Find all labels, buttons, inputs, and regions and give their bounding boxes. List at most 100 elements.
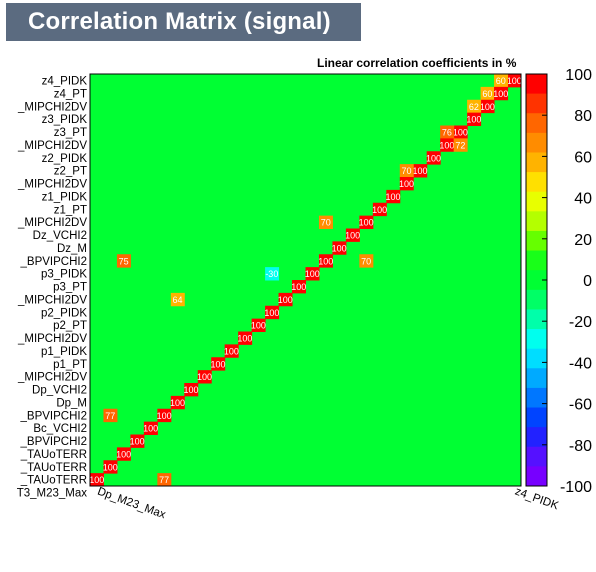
heatmap-cell bbox=[305, 267, 320, 281]
heatmap-cell bbox=[467, 99, 482, 114]
heatmap-cell bbox=[413, 164, 428, 178]
colorbar-segment bbox=[526, 74, 547, 95]
y-axis-label: z1_PIDK bbox=[42, 191, 88, 203]
y-axis-label: _TAUoTERR bbox=[20, 475, 87, 487]
cell-value: 100 bbox=[480, 102, 495, 112]
colorbar-segment bbox=[526, 152, 547, 173]
colorbar-segment bbox=[526, 407, 547, 428]
y-axis-label: _MIPCHI2DV bbox=[17, 372, 87, 384]
colorbar-tick-label: 80 bbox=[574, 108, 592, 125]
y-axis-label: z4_PIDK bbox=[42, 76, 88, 88]
heatmap-cell bbox=[292, 280, 306, 294]
cell-value: 100 bbox=[197, 372, 212, 382]
y-axis-label: _MIPCHI2DV bbox=[17, 333, 87, 345]
heatmap-cell bbox=[143, 421, 158, 435]
heatmap-cell bbox=[224, 344, 239, 358]
title-box: Correlation Matrix (signal) bbox=[6, 3, 361, 41]
colorbar-segment bbox=[526, 113, 547, 134]
heatmap-cell bbox=[130, 434, 145, 448]
colorbar-segment bbox=[526, 172, 547, 193]
y-axis-label: _MIPCHI2DV bbox=[17, 179, 87, 191]
cell-value: 100 bbox=[251, 321, 266, 331]
cell-value: 100 bbox=[372, 205, 387, 215]
y-axis-label: z4_PT bbox=[54, 88, 87, 100]
cell-value: 100 bbox=[291, 282, 306, 292]
cell-value: 100 bbox=[116, 449, 131, 459]
cell-value: 100 bbox=[89, 475, 104, 485]
y-axis-label: Dz_M bbox=[57, 243, 87, 255]
cell-value: 100 bbox=[264, 308, 279, 318]
x-axis-label: z4_PIDK bbox=[513, 486, 560, 513]
y-axis-label: p3_PT bbox=[53, 282, 87, 294]
cell-value: 100 bbox=[466, 115, 481, 125]
y-axis-label: z3_PT bbox=[54, 127, 87, 139]
heatmap-cell bbox=[116, 447, 131, 461]
heatmap-cell bbox=[90, 473, 104, 487]
colorbar-tick-label: -20 bbox=[569, 314, 592, 331]
heatmap-cell bbox=[184, 383, 199, 397]
heatmap-cell bbox=[453, 138, 468, 152]
y-axis-label: z2_PT bbox=[54, 166, 87, 178]
colorbar-segment bbox=[526, 368, 547, 389]
cell-value: 100 bbox=[170, 398, 185, 408]
heatmap-cell bbox=[251, 318, 266, 332]
colorbar-segment bbox=[526, 329, 547, 350]
heatmap-cell bbox=[480, 86, 495, 101]
heatmap-cell bbox=[278, 292, 293, 307]
heatmap-cell bbox=[318, 215, 333, 229]
y-axis-label: p3_PIDK bbox=[41, 269, 87, 281]
heatmap-cell bbox=[157, 408, 172, 423]
y-axis-label: _MIPCHI2DV bbox=[17, 140, 87, 152]
colorbar-segment bbox=[526, 230, 547, 252]
heatmap-cell bbox=[332, 241, 347, 255]
cell-value: 75 bbox=[119, 256, 129, 266]
heatmap-cell bbox=[265, 267, 280, 281]
colorbar-tick-label: 20 bbox=[574, 232, 592, 249]
colorbar-segment bbox=[526, 250, 547, 271]
cell-value: 70 bbox=[402, 166, 412, 176]
plot-frame bbox=[89, 73, 522, 487]
heatmap-cell bbox=[345, 228, 360, 242]
chart-subtitle: Linear correlation coefficients in % bbox=[317, 56, 517, 70]
y-axis-label: _MIPCHI2DV bbox=[17, 101, 87, 113]
cell-value: 100 bbox=[359, 218, 374, 228]
heatmap-cell bbox=[103, 408, 118, 423]
cell-value: 100 bbox=[184, 385, 199, 395]
heatmap-cell bbox=[399, 164, 414, 178]
colorbar-tick-label: 40 bbox=[574, 191, 592, 208]
heatmap-cell bbox=[238, 331, 253, 345]
heatmap-cell bbox=[116, 254, 131, 268]
heatmap-cell bbox=[318, 254, 333, 268]
cell-value: 77 bbox=[159, 475, 169, 485]
colorbar-tick-label: -80 bbox=[569, 438, 592, 455]
heatmap-cell bbox=[440, 125, 455, 139]
cell-value: 70 bbox=[321, 218, 331, 228]
cell-value: 100 bbox=[305, 269, 320, 279]
y-axis-label: p1_PIDK bbox=[41, 346, 87, 358]
heatmap-cell bbox=[386, 189, 401, 204]
cell-value: 100 bbox=[453, 128, 468, 138]
colorbar-segment bbox=[526, 289, 547, 310]
heatmap-cell bbox=[170, 292, 185, 307]
heatmap-cell bbox=[426, 151, 441, 165]
colorbar-tick-label: 0 bbox=[583, 273, 592, 290]
cell-value: 100 bbox=[103, 462, 118, 472]
y-axis-label: _MIPCHI2DV bbox=[17, 217, 87, 229]
y-axis-label: _BPVIPCHI2 bbox=[20, 410, 87, 422]
colorbar-segment bbox=[526, 93, 547, 114]
heatmap-cell bbox=[480, 99, 495, 114]
cell-value: 100 bbox=[493, 89, 508, 99]
colorbar-tick-label: 100 bbox=[565, 67, 592, 84]
heatmap-cell bbox=[453, 125, 468, 139]
cell-value: 60 bbox=[482, 89, 492, 99]
chart-title: Correlation Matrix (signal) bbox=[28, 8, 331, 35]
heatmap-cell bbox=[157, 473, 172, 487]
cell-value: 76 bbox=[442, 128, 452, 138]
y-axis-label: z3_PIDK bbox=[42, 114, 88, 126]
cell-value: 100 bbox=[237, 334, 252, 344]
y-axis-label: _BPVIPCHI2 bbox=[20, 436, 87, 448]
colorbar-segment bbox=[526, 132, 547, 153]
cell-value: 62 bbox=[469, 102, 479, 112]
colorbar-segment bbox=[526, 211, 547, 232]
heatmap-cell bbox=[440, 138, 455, 152]
